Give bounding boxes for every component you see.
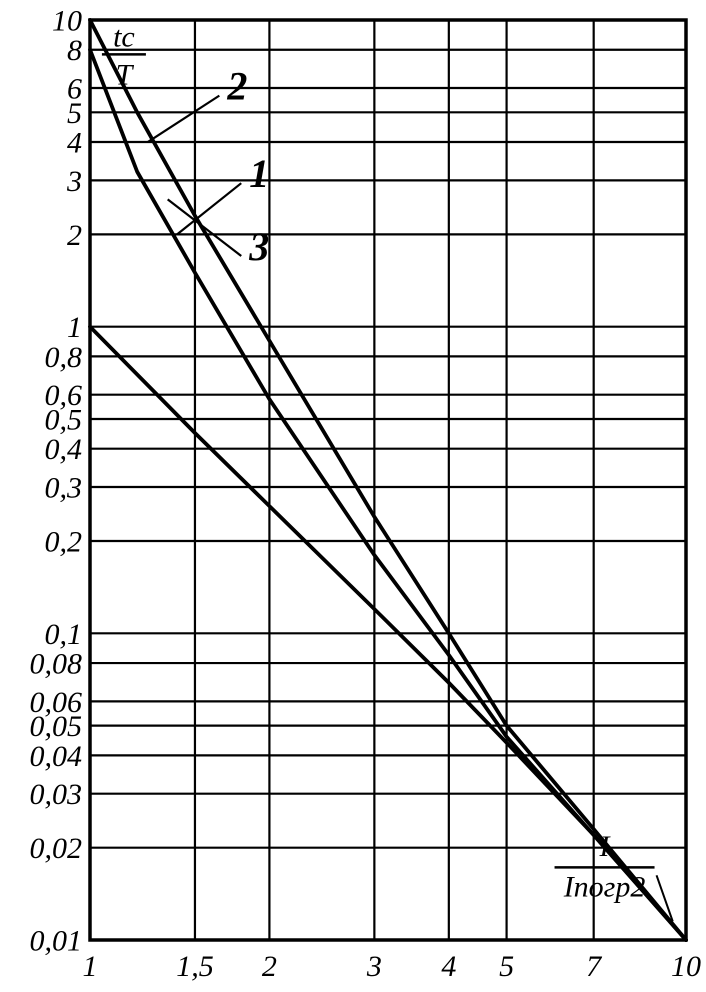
y-tick-label: 0,2 [45, 526, 83, 559]
curve-annotation-3: 3 [248, 224, 269, 269]
y-tick-label: 0,02 [30, 832, 83, 865]
curve-annotation-1: 1 [249, 151, 269, 196]
y-tick-label: 0,6 [45, 379, 83, 412]
log-log-chart: 11,523457100,010,020,030,040,050,060,080… [0, 0, 706, 992]
x-tick-label: 2 [262, 950, 277, 983]
x-tick-label: 5 [499, 950, 514, 983]
y-tick-label: 0,01 [30, 925, 83, 958]
svg-text:Iпогр2: Iпогр2 [563, 870, 646, 903]
y-tick-label: 8 [67, 34, 82, 67]
y-tick-label: 2 [67, 219, 82, 252]
svg-text:T: T [116, 58, 135, 91]
x-tick-label: 1 [83, 950, 98, 983]
y-tick-label: 0,3 [45, 472, 83, 505]
y-tick-label: 0,4 [45, 433, 83, 466]
y-tick-label: 0,8 [45, 341, 83, 374]
curve-annotation-2: 2 [226, 64, 247, 109]
y-tick-label: 0,1 [45, 618, 83, 651]
x-tick-label: 4 [441, 950, 456, 983]
y-tick-label: 1 [67, 311, 82, 344]
x-tick-label: 1,5 [176, 950, 214, 983]
y-tick-label: 3 [66, 165, 82, 198]
y-tick-label: 10 [52, 5, 82, 38]
y-tick-label: 0,06 [30, 686, 83, 719]
y-tick-label: 0,03 [30, 778, 83, 811]
y-tick-label: 0,04 [30, 740, 83, 773]
x-tick-label: 3 [366, 950, 382, 983]
y-tick-label: 4 [67, 127, 82, 160]
x-tick-label: 10 [671, 950, 701, 983]
x-tick-label: 7 [586, 950, 603, 983]
y-tick-label: 0,08 [30, 648, 83, 681]
svg-text:tc: tc [113, 20, 135, 53]
y-tick-label: 6 [67, 73, 82, 106]
